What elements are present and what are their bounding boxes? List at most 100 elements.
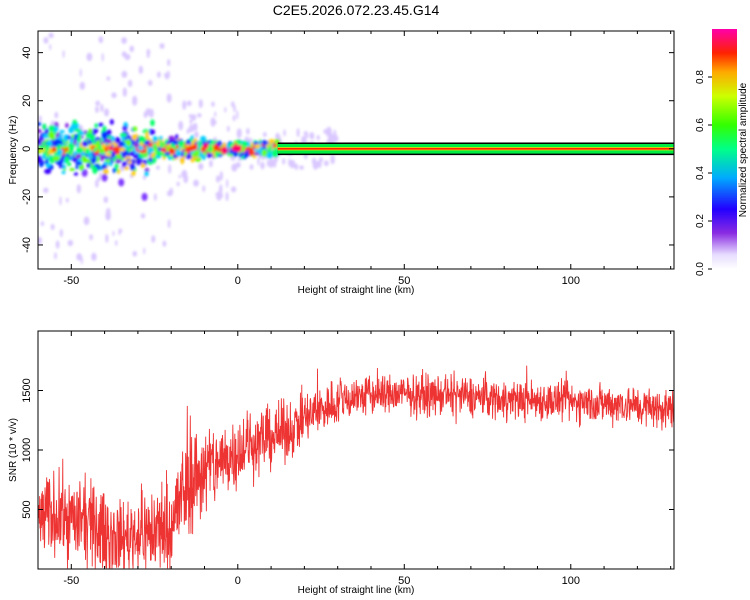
spectrogram-speckle [335, 136, 339, 142]
spectrogram-cell [261, 148, 268, 157]
spectrogram-speckle [142, 174, 147, 180]
spectrogram-cell [208, 143, 212, 152]
spectrogram-speckle [39, 38, 44, 48]
spectrogram-speckle [96, 220, 101, 227]
snr-y-axis-label: SNR (10 * v/v) [8, 418, 19, 482]
colorbar-tick-label: 0.8 [695, 70, 706, 84]
spectrogram-cell [45, 153, 50, 158]
spectrogram-speckle [236, 110, 239, 120]
spectrogram-speckle [55, 240, 60, 249]
spectrogram-speckle [159, 43, 165, 49]
spectrogram-heatmap [38, 32, 674, 265]
spectrogram-cell [92, 142, 97, 146]
spectrogram-cell [112, 146, 120, 154]
spectrogram-y-ticks: -40 -20 0 20 40 [21, 47, 674, 253]
colorbar-label: Normalized spectral amplitude [738, 82, 749, 217]
spectrogram-speckle [43, 187, 49, 193]
spectrogram-cell [194, 149, 201, 157]
spectrogram-cell [140, 162, 146, 169]
spectrogram-cell [272, 143, 278, 149]
spectrogram-cell [85, 148, 90, 155]
spectrogram-speckle [91, 252, 97, 261]
snr-x-tick-label: 0 [235, 575, 241, 587]
spectrogram-cell [69, 167, 76, 172]
spectrogram-cell [90, 134, 96, 142]
spectrogram-cell [92, 155, 97, 163]
spectrogram-y-tick-label: -40 [21, 237, 33, 253]
spectrogram-cell [214, 150, 219, 158]
spectrogram-cell [174, 149, 182, 156]
spectrogram-cell [99, 148, 105, 154]
spectrogram-cell [47, 131, 55, 139]
snr-x-tick-label: 100 [562, 575, 580, 587]
spectrogram-speckle [50, 223, 55, 230]
spectrogram-x-axis-label: Height of straight line (km) [298, 285, 415, 296]
chart-title: C2E5.2026.072.23.45.G14 [273, 2, 440, 18]
spectrogram-cell [65, 122, 69, 129]
spectrogram-cell [78, 131, 85, 136]
spectrogram-speckle [153, 193, 157, 201]
spectrogram-speckle [226, 125, 230, 132]
spectrogram-speckle [316, 135, 320, 141]
spectrogram-cell [114, 163, 119, 169]
snr-y-tick-label: 500 [21, 500, 33, 518]
spectrogram-cell [81, 140, 89, 147]
spectrogram-speckle [162, 240, 167, 247]
spectrogram-speckle [122, 87, 127, 97]
spectrogram-x-tick-label: 50 [398, 275, 410, 287]
spectrogram-cell [88, 151, 92, 160]
spectrogram-cell [178, 140, 185, 148]
spectrogram-cell [38, 128, 42, 134]
spectrogram-cell [131, 170, 136, 176]
spectrogram-speckle [186, 128, 190, 135]
spectrogram-cell [229, 149, 234, 155]
spectrogram-speckle [100, 104, 104, 113]
spectrogram-speckle [132, 250, 137, 257]
spectrogram-speckle [323, 160, 329, 167]
spectrogram-speckle [296, 128, 300, 138]
spectrogram-speckle [192, 122, 198, 131]
snr-x-axis-label: Height of straight line (km) [298, 585, 415, 596]
spectrogram-speckle [188, 113, 192, 119]
spectrogram-cell [45, 163, 51, 168]
spectrogram-speckle [40, 221, 45, 227]
spectrogram-cell [185, 155, 193, 160]
spectrogram-cell [67, 162, 72, 167]
spectrogram-x-tick-label: 100 [562, 275, 580, 287]
spectrogram-cell [152, 136, 158, 143]
spectrogram-cell [111, 151, 116, 159]
spectrogram-speckle [189, 119, 193, 125]
spectrogram-speckle [194, 131, 199, 139]
spectrogram-cell [63, 134, 68, 143]
spectrogram-speckle [209, 159, 213, 168]
spectrogram-cell [206, 153, 214, 158]
spectrogram-speckle [99, 171, 103, 179]
spectrogram-speckle [167, 219, 171, 229]
spectrogram-speckle [105, 63, 108, 73]
spectrogram-y-tick-label: 40 [21, 47, 33, 59]
spectrogram-cell [59, 133, 63, 137]
spectrogram-cell [75, 153, 82, 159]
spectrogram-speckle [193, 179, 199, 187]
spectrogram-cell [88, 139, 93, 145]
spectrogram-cell [262, 140, 269, 146]
spectrogram-speckle [115, 240, 118, 246]
spectrogram-cell [266, 151, 273, 159]
spectrogram-cell [53, 155, 60, 162]
tone-core [277, 147, 674, 150]
spectrogram-cell [119, 133, 127, 138]
spectrogram-steady-tone [277, 142, 674, 156]
spectrogram-speckle [156, 165, 160, 170]
spectrogram-speckle [76, 184, 82, 194]
spectrogram-cell [104, 153, 112, 157]
spectrogram-speckle [156, 71, 161, 78]
spectrogram-speckle [112, 230, 115, 237]
spectrogram-speckle [220, 155, 223, 162]
spectrogram-cell [188, 145, 195, 152]
spectrogram-speckle [323, 129, 328, 134]
spectrogram-speckle [59, 228, 63, 238]
spectrogram-cell [52, 146, 57, 153]
spectrogram-cell [132, 126, 138, 132]
snr-x-tick-label: -50 [63, 575, 79, 587]
spectrogram-cell [71, 123, 76, 130]
